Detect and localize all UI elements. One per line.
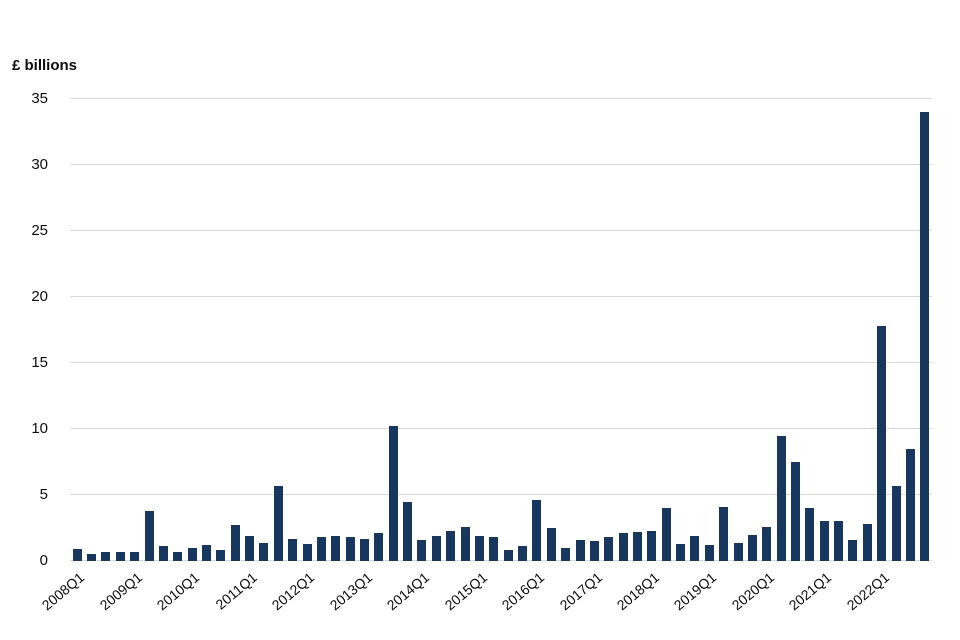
bar-2012Q2 (316, 537, 326, 561)
gridline (70, 494, 932, 495)
y-axis-tick-label: 20 (31, 288, 48, 305)
gridline (70, 428, 932, 429)
bar-2021Q2 (834, 521, 844, 561)
x-axis-tick-label: 2011Q1 (212, 569, 260, 613)
bar-2021Q1 (819, 521, 829, 561)
bar-2011Q1 (245, 535, 255, 561)
bar-2011Q4 (288, 538, 298, 561)
x-axis-tick-label: 2022Q1 (843, 569, 892, 614)
bar-2021Q4 (862, 524, 872, 561)
y-axis-tick-label: 15 (31, 354, 48, 371)
x-axis-tick-label: 2013Q1 (326, 569, 375, 614)
x-axis-tick-label: 2019Q1 (671, 569, 720, 614)
bar-2008Q4 (115, 551, 125, 561)
bar-2018Q3 (676, 543, 686, 561)
bar-2012Q4 (345, 537, 355, 561)
gridline (70, 560, 932, 561)
bar-2019Q3 (733, 542, 743, 561)
bar-2019Q4 (747, 534, 757, 561)
bar-2020Q3 (791, 462, 801, 561)
bar-2015Q2 (489, 537, 499, 561)
bar-2012Q1 (302, 543, 312, 561)
bar-2011Q2 (259, 542, 269, 561)
x-axis-tick-label: 2021Q1 (786, 569, 835, 614)
y-axis-tick-label: 25 (31, 222, 48, 239)
bar-2022Q3 (905, 448, 915, 561)
bar-2011Q3 (273, 485, 283, 561)
bar-2018Q2 (661, 508, 671, 561)
x-axis-tick-label: 2010Q1 (153, 569, 203, 614)
bar-2010Q4 (230, 525, 240, 561)
bar-2009Q3 (158, 546, 168, 561)
gridline (70, 362, 932, 363)
bar-2017Q1 (589, 541, 599, 561)
bar-2021Q3 (848, 539, 858, 561)
bar-2020Q2 (776, 435, 786, 561)
bar-2013Q2 (374, 533, 384, 561)
bar-2018Q4 (690, 535, 700, 561)
gridline (70, 296, 932, 297)
bar-2009Q1 (130, 551, 140, 561)
bar-2008Q3 (101, 551, 111, 561)
bar-2016Q3 (561, 547, 571, 561)
y-axis-tick-label: 30 (31, 156, 48, 173)
bar-2013Q3 (388, 426, 398, 561)
y-axis: 0 5 10 15 20 25 30 35 (0, 90, 58, 569)
bar-2019Q2 (719, 506, 729, 561)
x-axis-tick-label: 2015Q1 (441, 569, 490, 614)
y-axis-tick-label: 0 (39, 552, 48, 569)
bar-2022Q2 (891, 485, 901, 561)
bar-2019Q1 (704, 545, 714, 561)
gridline (70, 164, 932, 165)
x-axis-tick-label: 2016Q1 (498, 569, 548, 614)
bar-2018Q1 (647, 530, 657, 561)
x-axis-tick-label: 2014Q1 (383, 569, 433, 614)
gridline (70, 98, 932, 99)
y-axis-title: £ billions (12, 57, 78, 74)
bar-2022Q1 (877, 326, 887, 561)
bar-2008Q2 (87, 554, 97, 561)
y-axis-tick-label: 10 (31, 420, 48, 437)
bar-2016Q1 (532, 500, 542, 561)
plot-area (70, 98, 932, 561)
x-axis-tick-label: 2012Q1 (268, 569, 318, 614)
bar-2016Q2 (546, 528, 556, 561)
x-axis-tick-label: 2017Q1 (556, 569, 605, 614)
bar-2017Q2 (604, 537, 614, 561)
bar-2008Q1 (72, 549, 82, 561)
bar-2013Q4 (403, 501, 413, 561)
bar-2017Q3 (618, 533, 628, 561)
bar-2015Q1 (474, 535, 484, 561)
bar-2014Q2 (431, 535, 441, 561)
gridline (70, 230, 932, 231)
bar-2012Q3 (331, 535, 341, 561)
bar-2014Q3 (446, 530, 456, 561)
bar-2013Q1 (360, 538, 370, 561)
bar-2020Q1 (762, 526, 772, 561)
bar-2014Q4 (460, 526, 470, 561)
x-axis-tick-label: 2009Q1 (96, 569, 145, 614)
bar-2014Q1 (417, 539, 427, 561)
bar-2017Q4 (632, 531, 642, 561)
x-axis-tick-label: 2008Q1 (39, 569, 88, 614)
y-axis-tick-label: 35 (31, 90, 48, 107)
bar-2010Q2 (201, 545, 211, 561)
y-axis-tick-label: 5 (39, 486, 48, 503)
bar-2009Q2 (144, 510, 154, 561)
x-axis-tick-label: 2020Q1 (728, 569, 778, 614)
bar-2015Q3 (503, 550, 513, 561)
bar-2009Q4 (173, 551, 183, 561)
bar-2010Q3 (216, 550, 226, 561)
bar-2022Q4 (920, 112, 930, 561)
bar-2020Q4 (805, 508, 815, 561)
bar-2015Q4 (518, 546, 528, 561)
bar-2016Q4 (575, 539, 585, 561)
x-axis-tick-label: 2018Q1 (613, 569, 663, 614)
x-axis: 2008Q1 2009Q1 2010Q1 2011Q1 2012Q1 2013Q1 2014… (39, 563, 932, 635)
bar-2010Q1 (187, 547, 197, 561)
